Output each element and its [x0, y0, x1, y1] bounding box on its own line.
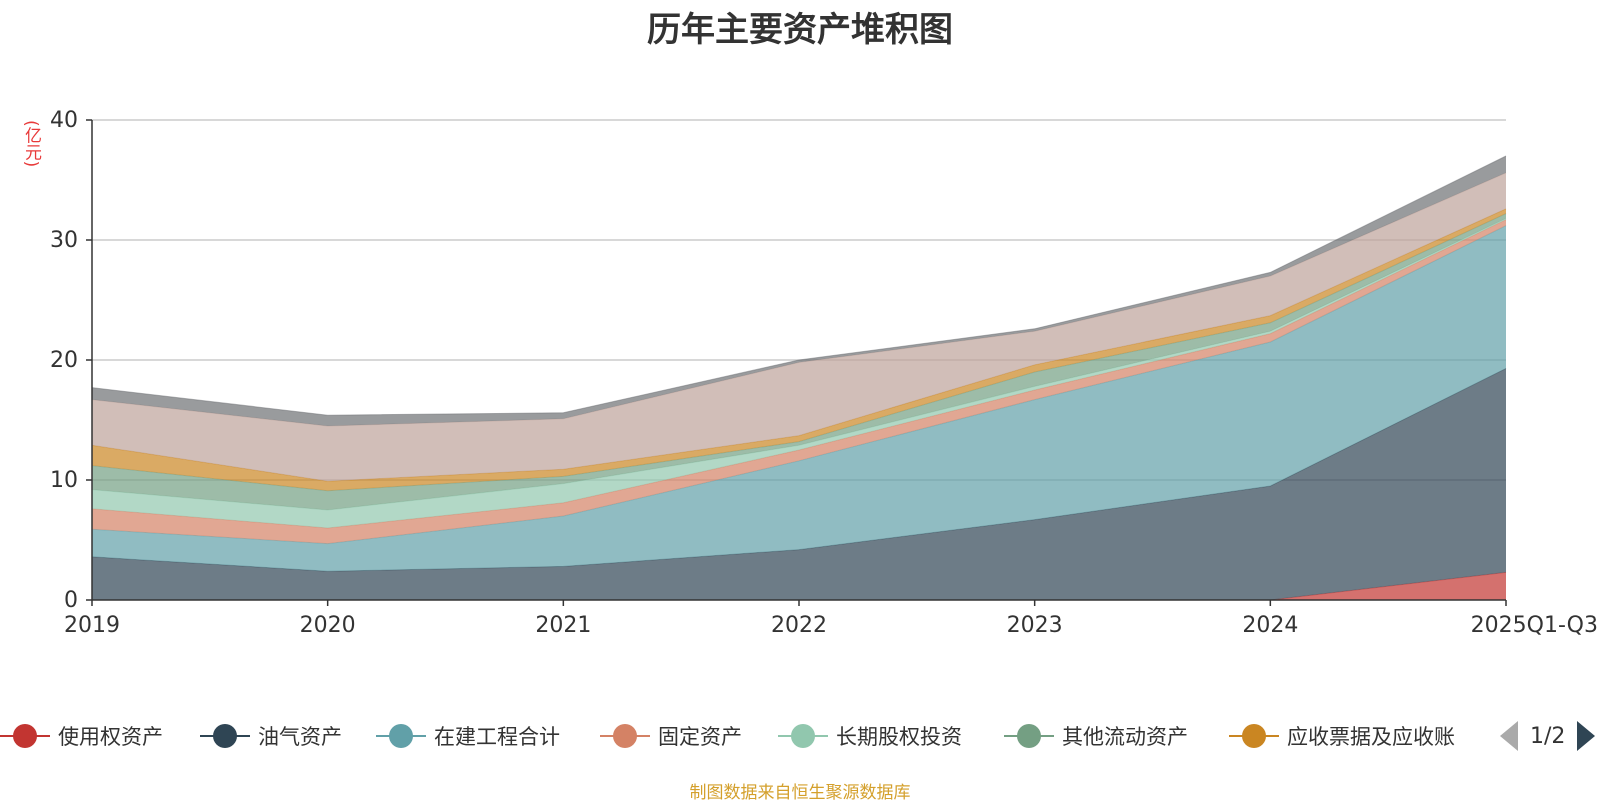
legend-label: 使用权资产 [58, 725, 163, 749]
legend-label: 应收票据及应收账 [1287, 725, 1455, 749]
area-series [91, 155, 1507, 601]
legend-item-2[interactable]: 油气资产 [200, 718, 342, 754]
axes [86, 119, 1507, 606]
legend-marker-icon [1004, 718, 1054, 754]
x-tick-label: 2022 [771, 613, 827, 638]
x-tick-label: 2023 [1007, 613, 1063, 638]
legend-label: 其他流动资产 [1062, 725, 1188, 749]
chart-legend: 使用权资产 油气资产 在建工程合计 固定资产 长期股权投资 其他流动资产 应收票据及应收账 [0, 718, 1600, 754]
legend-label: 在建工程合计 [434, 725, 560, 749]
area-series-edge-9 [91, 155, 1507, 416]
legend-marker-icon [600, 718, 650, 754]
chart-title: 历年主要资产堆积图 [647, 10, 953, 50]
area-series-2[interactable] [92, 368, 1506, 600]
y-tick-label: 10 [50, 468, 78, 493]
legend-label: 长期股权投资 [836, 725, 962, 749]
area-series-3[interactable] [92, 225, 1506, 572]
legend-item-1[interactable]: 使用权资产 [0, 718, 163, 754]
stacked-area-chart: 0 10 20 30 40 2019 2020 2021 2022 2023 2024 2025Q1-… [50, 108, 1598, 638]
x-tick-label: 2024 [1242, 613, 1298, 638]
legend-marker-icon [376, 718, 426, 754]
x-tick-label: 2020 [300, 613, 356, 638]
legend-marker-icon [778, 718, 828, 754]
legend-pager: 1/2 [1500, 718, 1596, 754]
y-tick-label: 0 [64, 588, 78, 613]
legend-label: 固定资产 [658, 725, 742, 749]
legend-item-4[interactable]: 固定资产 [600, 718, 742, 754]
y-axis-unit-label: (亿元) [21, 120, 41, 168]
data-source-note: 制图数据来自恒生聚源数据库 [689, 783, 911, 803]
legend-item-7[interactable]: 应收票据及应收账 [1229, 718, 1455, 754]
area-series-8[interactable] [92, 172, 1506, 482]
legend-label: 油气资产 [258, 725, 342, 749]
tick-labels: 0 10 20 30 40 2019 2020 2021 2022 2023 2024 2025Q1-… [50, 108, 1598, 638]
legend-page-indicator: 1/2 [1530, 723, 1566, 749]
x-tick-label: 2025Q1-Q3 [1471, 613, 1598, 638]
y-tick-label: 40 [50, 108, 78, 133]
area-series-1[interactable] [92, 572, 1506, 600]
y-tick-label: 30 [50, 228, 78, 253]
legend-marker-icon [200, 718, 250, 754]
legend-marker-icon [1229, 718, 1279, 754]
legend-item-6[interactable]: 其他流动资产 [1004, 718, 1188, 754]
legend-next-page-icon[interactable] [1577, 721, 1596, 751]
y-tick-label: 20 [50, 348, 78, 373]
legend-item-5[interactable]: 长期股权投资 [778, 718, 962, 754]
legend-item-3[interactable]: 在建工程合计 [376, 718, 560, 754]
x-tick-label: 2019 [64, 613, 120, 638]
x-tick-label: 2021 [535, 613, 591, 638]
legend-prev-page-icon[interactable] [1500, 721, 1518, 751]
legend-marker-icon [0, 718, 50, 754]
